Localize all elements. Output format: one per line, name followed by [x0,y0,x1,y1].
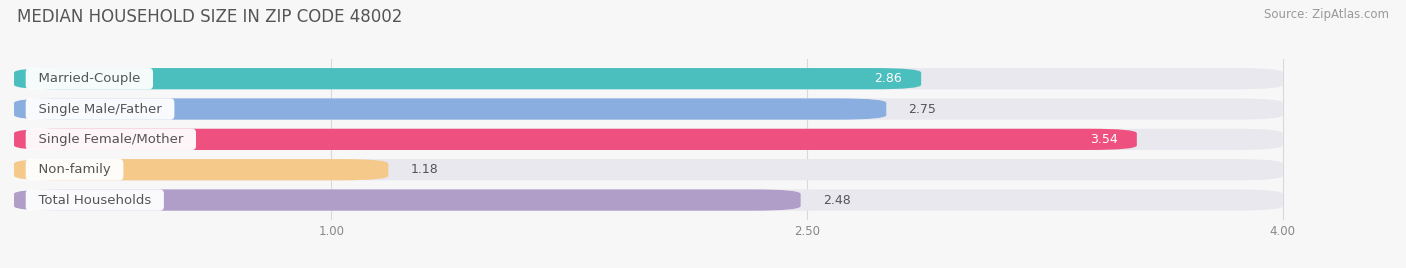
Text: 2.48: 2.48 [823,193,851,207]
FancyBboxPatch shape [14,68,1282,89]
Text: Married-Couple: Married-Couple [30,72,149,85]
Text: 3.54: 3.54 [1090,133,1118,146]
FancyBboxPatch shape [14,159,1282,180]
FancyBboxPatch shape [14,129,1137,150]
FancyBboxPatch shape [14,129,1282,150]
Text: MEDIAN HOUSEHOLD SIZE IN ZIP CODE 48002: MEDIAN HOUSEHOLD SIZE IN ZIP CODE 48002 [17,8,402,26]
FancyBboxPatch shape [14,189,800,211]
Text: Total Households: Total Households [30,193,160,207]
Text: 2.86: 2.86 [875,72,903,85]
Text: Single Male/Father: Single Male/Father [30,103,170,116]
FancyBboxPatch shape [14,98,886,120]
FancyBboxPatch shape [14,189,1282,211]
Text: Non-family: Non-family [30,163,120,176]
Text: Single Female/Mother: Single Female/Mother [30,133,191,146]
Text: 2.75: 2.75 [908,103,936,116]
FancyBboxPatch shape [14,98,1282,120]
Text: 1.18: 1.18 [411,163,439,176]
FancyBboxPatch shape [14,159,388,180]
Text: Source: ZipAtlas.com: Source: ZipAtlas.com [1264,8,1389,21]
FancyBboxPatch shape [14,68,921,89]
